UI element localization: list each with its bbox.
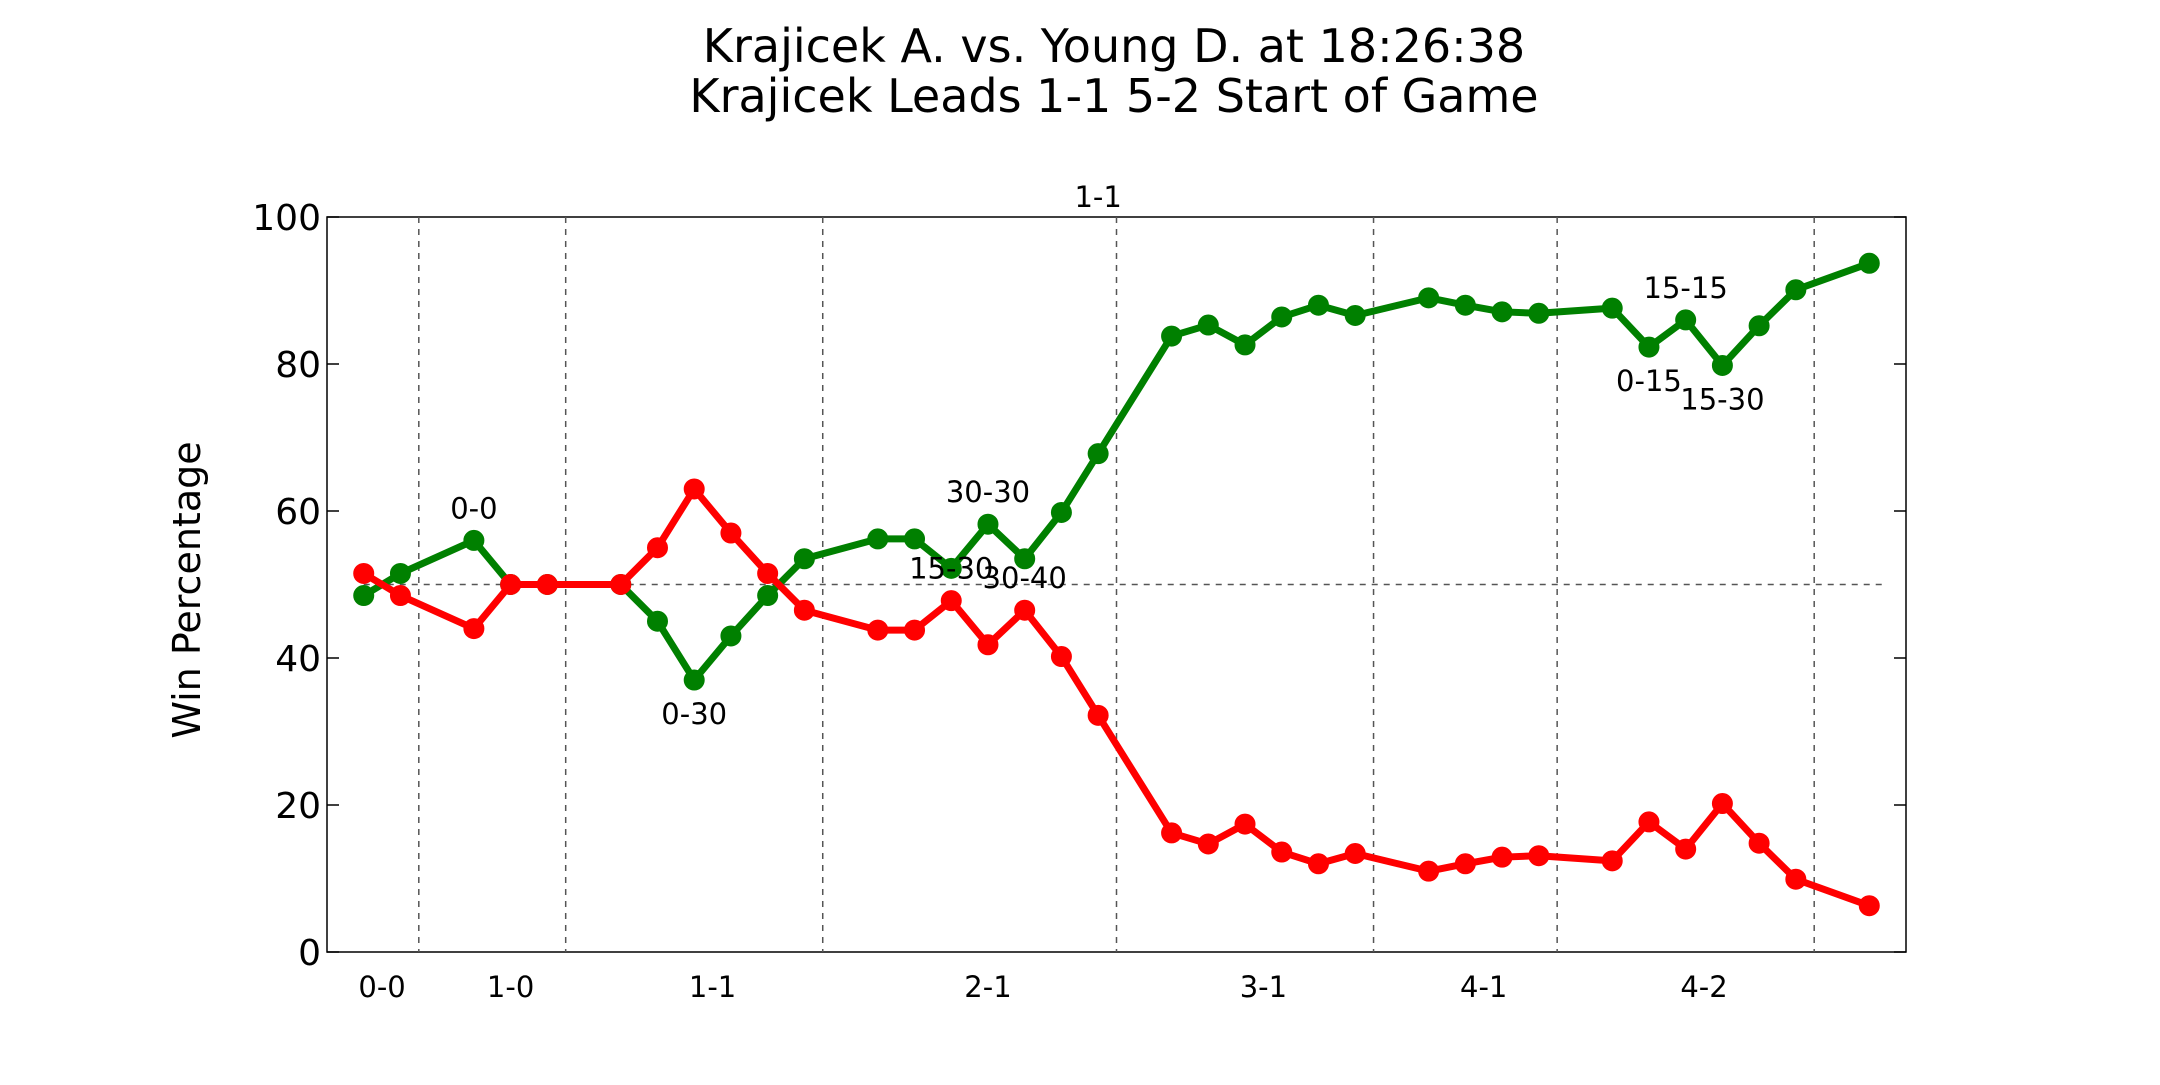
series-point-0 [1711,354,1733,376]
point-annotation: 15-30 [1680,382,1764,416]
game-score-label: 4-1 [1460,970,1507,1004]
point-annotation: 15-30 [909,552,993,586]
series-point-0 [1234,334,1256,356]
y-tick-label: 0 [298,933,321,974]
series-point-1 [1234,813,1256,835]
series-point-0 [1050,501,1072,523]
series-point-0 [1491,301,1513,323]
series-point-1 [536,574,558,595]
game-score-label: 3-1 [1240,970,1287,1004]
series-point-1 [1197,833,1219,855]
series-point-1 [1014,599,1036,621]
y-tick-label: 100 [252,198,321,239]
series-point-0 [1014,548,1036,570]
series-point-0 [1418,287,1440,309]
game-score-label: 0-0 [358,970,405,1004]
point-annotation: 30-30 [946,475,1030,509]
series-point-0 [1271,306,1293,328]
series-point-1 [793,599,815,621]
series-point-1 [1528,845,1550,867]
series-point-1 [1491,846,1513,868]
series-point-1 [1050,646,1072,668]
set-score-label: 1-1 [1074,180,1121,214]
game-score-label: 2-1 [964,970,1011,1004]
series-point-0 [1161,325,1183,347]
series-point-0 [1454,294,1476,316]
series-point-1 [1454,853,1476,875]
series-point-1 [940,590,962,612]
series-point-1 [757,562,779,584]
series-point-1 [463,618,485,640]
series-point-0 [1858,252,1880,274]
series-point-1 [1748,832,1770,854]
point-annotation: 0-15 [1616,364,1682,398]
game-score-label: 1-1 [689,970,736,1004]
series-point-0 [757,585,779,607]
series-point-1 [720,522,742,544]
series-point-1 [646,537,668,559]
series-point-0 [904,528,926,550]
series-point-1 [867,619,889,641]
game-score-label: 4-2 [1680,970,1727,1004]
y-tick-label: 60 [275,492,321,533]
series-point-1 [500,574,522,595]
series-point-1 [904,619,926,641]
series-point-1 [1858,895,1880,917]
point-annotation: 0-30 [661,697,727,731]
series-point-0 [1675,309,1697,331]
series-point-1 [389,585,411,607]
series-point-1 [1711,793,1733,815]
series-point-1 [683,478,705,500]
series-point-0 [1785,279,1807,301]
series-point-0 [977,513,999,535]
chart-subtitle: Krajicek Leads 1-1 5-2 Start of Game [689,69,1538,123]
game-score-label: 1-0 [487,970,534,1004]
series-point-1 [610,574,632,595]
series-point-0 [1197,314,1219,336]
series-point-0 [1748,315,1770,337]
series-point-1 [1344,843,1366,865]
point-annotation: 0-0 [450,491,497,525]
series-point-0 [940,557,962,579]
series-point-0 [353,585,375,607]
series-point-0 [867,528,889,550]
y-tick-label: 20 [275,786,321,827]
series-point-1 [977,634,999,656]
series-point-1 [1601,850,1623,872]
series-point-0 [1087,443,1109,465]
series-point-1 [1161,822,1183,844]
series-point-1 [1785,868,1807,890]
point-annotation: 15-15 [1644,271,1728,305]
chart-title: Krajicek A. vs. Young D. at 18:26:38 [703,19,1525,73]
point-annotation: 30-40 [983,561,1067,595]
series-point-0 [646,610,668,632]
series-point-0 [720,625,742,647]
series-point-1 [1307,853,1329,875]
series-point-0 [1601,297,1623,319]
series-point-1 [1418,860,1440,882]
series-point-0 [463,529,485,551]
series-point-0 [793,548,815,570]
series-point-1 [1675,838,1697,860]
y-axis-label: Win Percentage [165,441,209,738]
series-point-1 [1638,811,1660,833]
y-tick-label: 80 [275,345,321,386]
series-point-1 [1087,704,1109,726]
series-point-1 [1271,841,1293,863]
series-point-0 [1344,304,1366,326]
series-point-0 [1307,294,1329,316]
y-tick-label: 40 [275,639,321,680]
series-point-1 [353,562,375,584]
series-point-0 [1528,302,1550,324]
series-point-0 [683,669,705,691]
series-point-0 [389,562,411,584]
series-point-0 [1638,336,1660,358]
plot-area: 0 20 40 60 80 100 0-0 1-0 1-1 2-1 3-1 4-1 4-2 1-1 0-0 0… [252,180,1907,1004]
